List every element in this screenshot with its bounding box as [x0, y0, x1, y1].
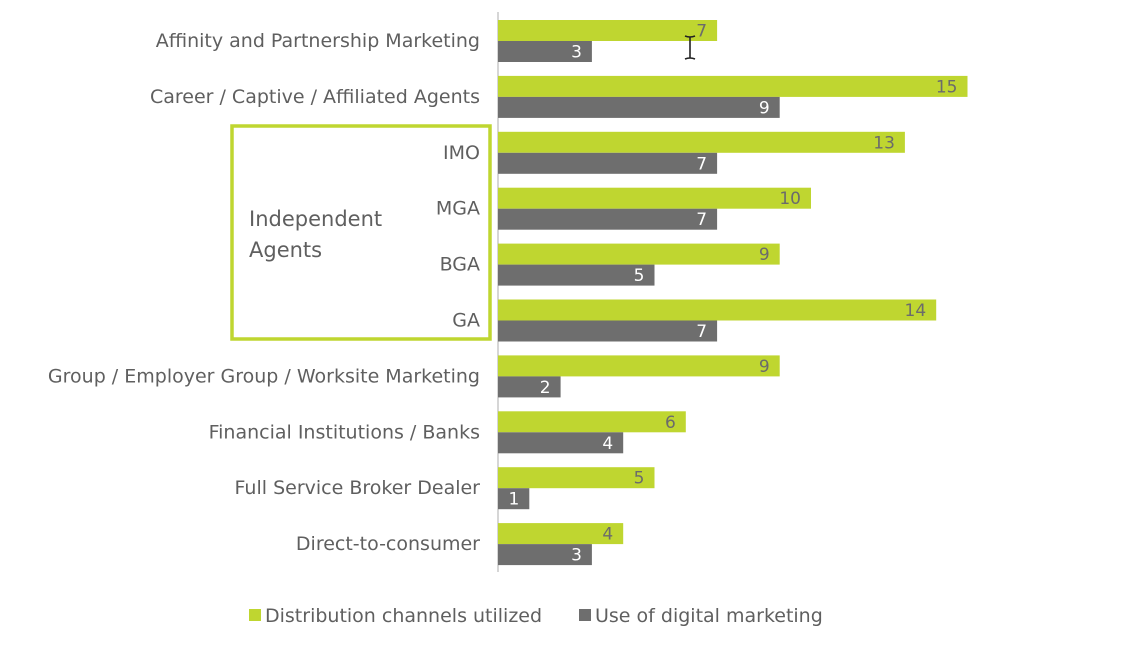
bar-digital-full-service-broker-dealer — [498, 488, 530, 510]
category-label-bga: BGA — [440, 254, 480, 276]
bar-distribution-affinity-and-partnership-marketing — [498, 20, 718, 41]
value-label-digital-direct-to-consumer: 3 — [571, 546, 582, 566]
value-label-distribution-direct-to-consumer: 4 — [602, 525, 613, 545]
value-label-distribution-financial-institutions-banks: 6 — [665, 413, 676, 433]
value-label-digital-imo: 7 — [696, 154, 707, 174]
category-label-financial-institutions-banks: Financial Institutions / Banks — [209, 421, 480, 443]
legend: Distribution channels utilized Use of di… — [249, 605, 823, 627]
value-label-distribution-group-employer-group-worksite-marketing: 9 — [759, 357, 770, 377]
category-label-mga: MGA — [436, 198, 480, 220]
value-label-digital-financial-institutions-banks: 4 — [602, 434, 613, 454]
bar-distribution-direct-to-consumer — [498, 523, 624, 545]
value-label-digital-mga: 7 — [696, 210, 707, 230]
group-label-line-1: Independent — [249, 207, 382, 231]
value-label-digital-bga: 5 — [634, 266, 645, 286]
legend-swatch-digital — [579, 609, 591, 621]
category-label-affinity-and-partnership-marketing: Affinity and Partnership Marketing — [156, 30, 480, 52]
bar-distribution-group-employer-group-worksite-marketing — [498, 355, 780, 377]
value-label-distribution-imo: 13 — [873, 133, 895, 153]
bar-distribution-imo — [498, 131, 905, 153]
legend-label-distribution: Distribution channels utilized — [265, 605, 542, 627]
bar-digital-career-captive-affiliated-agents — [498, 96, 780, 118]
bar-digital-bga — [498, 264, 655, 286]
independent-agents-group-box — [230, 124, 492, 341]
bar-distribution-full-service-broker-dealer — [498, 467, 655, 489]
bar-distribution-ga — [498, 299, 937, 321]
value-label-digital-affinity-and-partnership-marketing: 3 — [571, 43, 582, 63]
bar-digital-financial-institutions-banks — [498, 432, 624, 454]
category-label-imo: IMO — [443, 142, 480, 164]
bar-distribution-career-captive-affiliated-agents — [498, 75, 968, 97]
category-label-full-service-broker-dealer: Full Service Broker Dealer — [235, 477, 481, 499]
value-label-distribution-career-captive-affiliated-agents: 15 — [936, 77, 958, 97]
value-label-digital-career-captive-affiliated-agents: 9 — [759, 98, 770, 118]
value-label-distribution-mga: 10 — [779, 189, 801, 209]
bar-distribution-mga — [498, 187, 811, 209]
bar-digital-group-employer-group-worksite-marketing — [498, 376, 561, 398]
bar-distribution-financial-institutions-banks — [498, 411, 686, 433]
bar-digital-ga — [498, 320, 718, 342]
bar-distribution-bga — [498, 243, 780, 265]
bar-digital-direct-to-consumer — [498, 544, 592, 566]
legend-label-digital: Use of digital marketing — [595, 605, 823, 627]
text-cursor-icon — [684, 35, 696, 60]
bar-digital-mga — [498, 208, 718, 230]
value-label-distribution-bga: 9 — [759, 245, 770, 265]
value-label-digital-full-service-broker-dealer: 1 — [508, 490, 519, 510]
category-label-group-employer-group-worksite-marketing: Group / Employer Group / Worksite Market… — [48, 365, 480, 387]
category-label-direct-to-consumer: Direct-to-consumer — [296, 533, 480, 555]
value-label-distribution-full-service-broker-dealer: 5 — [634, 469, 645, 489]
value-label-distribution-affinity-and-partnership-marketing: 7 — [696, 22, 707, 42]
value-label-digital-ga: 7 — [696, 322, 707, 342]
category-label-ga: GA — [452, 310, 480, 332]
group-label-line-2: Agents — [249, 238, 322, 262]
bar-digital-affinity-and-partnership-marketing — [498, 41, 592, 62]
category-label-career-captive-affiliated-agents: Career / Captive / Affiliated Agents — [150, 86, 480, 108]
bar-digital-imo — [498, 152, 718, 174]
value-label-distribution-ga: 14 — [905, 301, 927, 321]
legend-swatch-distribution — [249, 609, 261, 621]
value-label-digital-group-employer-group-worksite-marketing: 2 — [540, 378, 551, 398]
